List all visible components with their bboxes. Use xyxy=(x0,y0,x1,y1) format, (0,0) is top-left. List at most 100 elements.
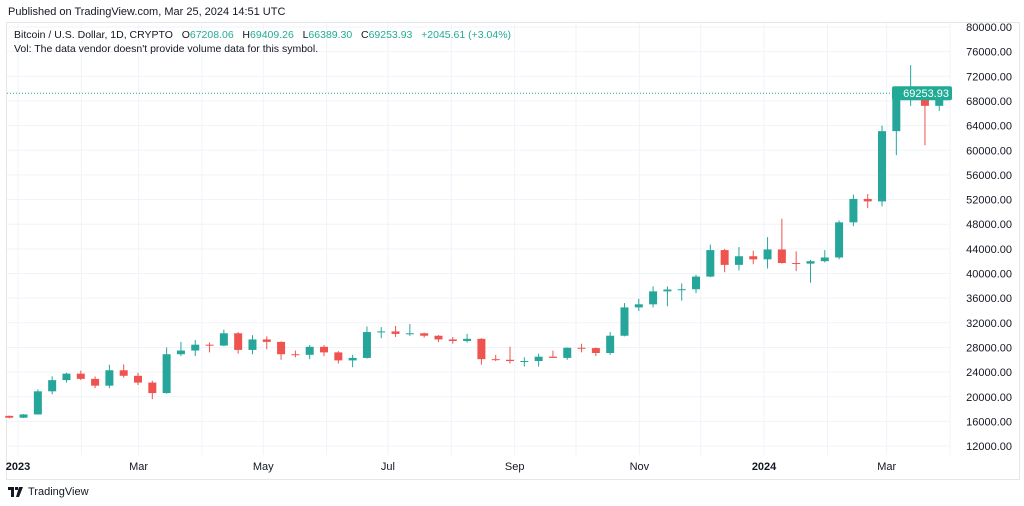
close-value: 69253.93 xyxy=(368,29,413,41)
candle-body xyxy=(119,370,128,376)
candle-body xyxy=(649,291,658,305)
candle-body xyxy=(305,346,314,355)
candle-body xyxy=(477,338,486,360)
candle-body xyxy=(320,346,329,353)
y-tick-label: 12000.00 xyxy=(966,441,1012,453)
chart-frame xyxy=(6,22,1020,480)
candle-body xyxy=(548,356,557,358)
x-tick-label: Nov xyxy=(630,461,650,473)
candle-body xyxy=(692,276,701,290)
candle-body xyxy=(835,222,844,258)
y-tick-label: 80000.00 xyxy=(966,22,1012,34)
candle-body xyxy=(677,289,686,291)
candle-body xyxy=(434,335,443,340)
candle-body xyxy=(863,198,872,202)
candle-body xyxy=(48,380,57,392)
y-tick-label: 56000.00 xyxy=(966,170,1012,182)
candle-body xyxy=(76,373,85,379)
candle-body xyxy=(291,354,300,356)
candle-body xyxy=(191,344,200,351)
candle-body xyxy=(878,131,887,202)
chart-legend: Bitcoin / U.S. Dollar, 1D, CRYPTO O67208… xyxy=(14,28,511,56)
candle-body xyxy=(577,347,586,349)
candle-body xyxy=(634,304,643,308)
y-tick-label: 52000.00 xyxy=(966,195,1012,207)
candle-body xyxy=(33,391,42,415)
footer: TradingView xyxy=(8,486,89,498)
candle-body xyxy=(219,333,228,346)
candle-body xyxy=(920,98,929,106)
candle-body xyxy=(663,289,672,292)
x-tick-label: 2023 xyxy=(6,461,30,473)
candle-body xyxy=(892,98,901,132)
y-tick-label: 28000.00 xyxy=(966,342,1012,354)
x-tick-label: May xyxy=(253,461,274,473)
candle-body xyxy=(405,333,414,335)
candle-body xyxy=(591,348,600,353)
open-value: 67208.06 xyxy=(189,29,234,41)
candle-body xyxy=(19,414,28,418)
candle-body xyxy=(506,359,515,362)
ohlc-row: Bitcoin / U.S. Dollar, 1D, CRYPTO O67208… xyxy=(14,28,511,42)
candle-body xyxy=(277,341,286,355)
candle-body xyxy=(391,331,400,334)
candle-body xyxy=(248,339,257,350)
candle-body xyxy=(134,375,143,383)
y-tick-label: 16000.00 xyxy=(966,416,1012,428)
candle-body xyxy=(105,370,114,386)
close-label: C xyxy=(360,29,369,41)
candle-body xyxy=(234,333,243,350)
candle-body xyxy=(491,359,500,361)
candle-body xyxy=(520,361,529,363)
x-tick-label: Mar xyxy=(877,461,896,473)
y-tick-label: 48000.00 xyxy=(966,219,1012,231)
y-tick-label: 76000.00 xyxy=(966,47,1012,59)
x-tick-label: Jul xyxy=(381,461,395,473)
candle-body xyxy=(334,352,343,361)
y-tick-label: 40000.00 xyxy=(966,269,1012,281)
candle-body xyxy=(162,354,171,394)
symbol-label: Bitcoin / U.S. Dollar, 1D, CRYPTO xyxy=(14,29,173,41)
candle-body xyxy=(620,307,629,336)
brand-name: TradingView xyxy=(28,486,89,498)
published-note: Published on TradingView.com, Mar 25, 20… xyxy=(8,6,286,18)
candle-body xyxy=(563,347,572,358)
y-tick-label: 32000.00 xyxy=(966,318,1012,330)
y-tick-label: 68000.00 xyxy=(966,96,1012,108)
x-tick-label: 2024 xyxy=(752,461,777,473)
candle-body xyxy=(720,250,729,265)
y-tick-label: 60000.00 xyxy=(966,145,1012,157)
candle-body xyxy=(749,256,758,260)
open-label: O xyxy=(181,29,190,41)
tradingview-logo-icon xyxy=(8,487,23,497)
candle-body xyxy=(205,344,214,346)
last-price-badge xyxy=(892,86,952,101)
candle-body xyxy=(777,249,786,264)
x-tick-label: Sep xyxy=(505,461,525,473)
candle-body xyxy=(348,357,357,361)
candle-body xyxy=(448,339,457,341)
volume-note: Vol: The data vendor doesn't provide vol… xyxy=(14,43,319,55)
y-tick-label: 44000.00 xyxy=(966,244,1012,256)
candle-body xyxy=(5,415,14,418)
y-tick-label: 20000.00 xyxy=(966,392,1012,404)
x-tick-label: Mar xyxy=(129,461,148,473)
candle-body xyxy=(706,250,715,277)
high-value: 69409.26 xyxy=(250,29,294,41)
candle-body xyxy=(792,263,801,265)
candle-body xyxy=(420,333,429,336)
low-label: L xyxy=(302,29,309,41)
high-label: H xyxy=(242,29,251,41)
candle-body xyxy=(534,356,543,362)
candle-body xyxy=(262,339,271,342)
y-tick-label: 36000.00 xyxy=(966,293,1012,305)
candle-body xyxy=(362,332,371,358)
y-tick-label: 24000.00 xyxy=(966,367,1012,379)
candle-body xyxy=(463,338,472,341)
low-value: 66389.30 xyxy=(308,29,353,41)
y-tick-label: 64000.00 xyxy=(966,121,1012,133)
candle-body xyxy=(176,350,185,355)
candle-body xyxy=(606,335,615,353)
candle-body xyxy=(148,382,157,394)
